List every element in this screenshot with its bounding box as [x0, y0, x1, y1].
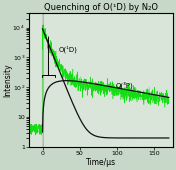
Text: O(³P): O(³P)	[115, 81, 133, 89]
Bar	[42, 13, 43, 147]
Y-axis label: Intensity: Intensity	[4, 63, 12, 97]
Title: Quenching of O(¹D) by N₂O: Quenching of O(¹D) by N₂O	[44, 3, 158, 12]
Text: O(¹D): O(¹D)	[59, 46, 78, 54]
X-axis label: Time/μs: Time/μs	[86, 158, 116, 167]
